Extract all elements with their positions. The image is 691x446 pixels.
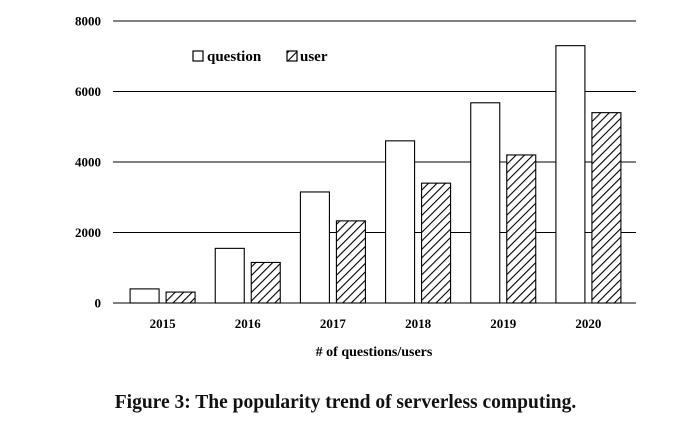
bar-user-2015 [165,291,196,304]
bar-user-2016 [250,261,281,304]
gridlines [113,20,636,304]
y-tick-label: 4000 [75,155,101,170]
y-tick-label: 6000 [75,84,101,99]
legend-label-question: question [207,49,262,65]
bar-question-2016 [214,247,245,304]
bar-question-2017 [299,191,330,304]
bar-user-2020 [591,112,622,304]
legend: question user [192,49,328,65]
x-tick-label: 2015 [150,316,177,331]
bar-user-2018 [421,182,452,304]
figure-caption: Figure 3: The popularity trend of server… [114,392,577,413]
bar-question-2020 [555,45,586,304]
bar-question-2018 [385,140,416,304]
y-tick-label: 8000 [75,14,101,29]
y-axis-ticks: 0 2000 4000 6000 8000 [75,14,101,311]
bars [129,45,622,304]
legend-label-user: user [300,49,328,65]
x-tick-label: 2020 [575,316,601,331]
x-tick-label: 2018 [405,316,432,331]
y-tick-label: 0 [95,296,102,311]
bar-user-2019 [506,154,537,304]
x-tick-label: 2017 [320,316,347,331]
bar-question-2015 [129,288,160,304]
legend-swatch-question [192,50,204,62]
x-tick-label: 2019 [490,316,517,331]
bar-user-2017 [335,220,366,304]
x-axis-ticks: 2015 2016 2017 2018 2019 2020 [150,316,602,331]
legend-swatch-user [286,50,298,62]
x-axis-title: # of questions/users [316,345,433,360]
y-tick-label: 2000 [75,225,101,240]
x-tick-label: 2016 [235,316,262,331]
bar-question-2019 [470,102,501,304]
